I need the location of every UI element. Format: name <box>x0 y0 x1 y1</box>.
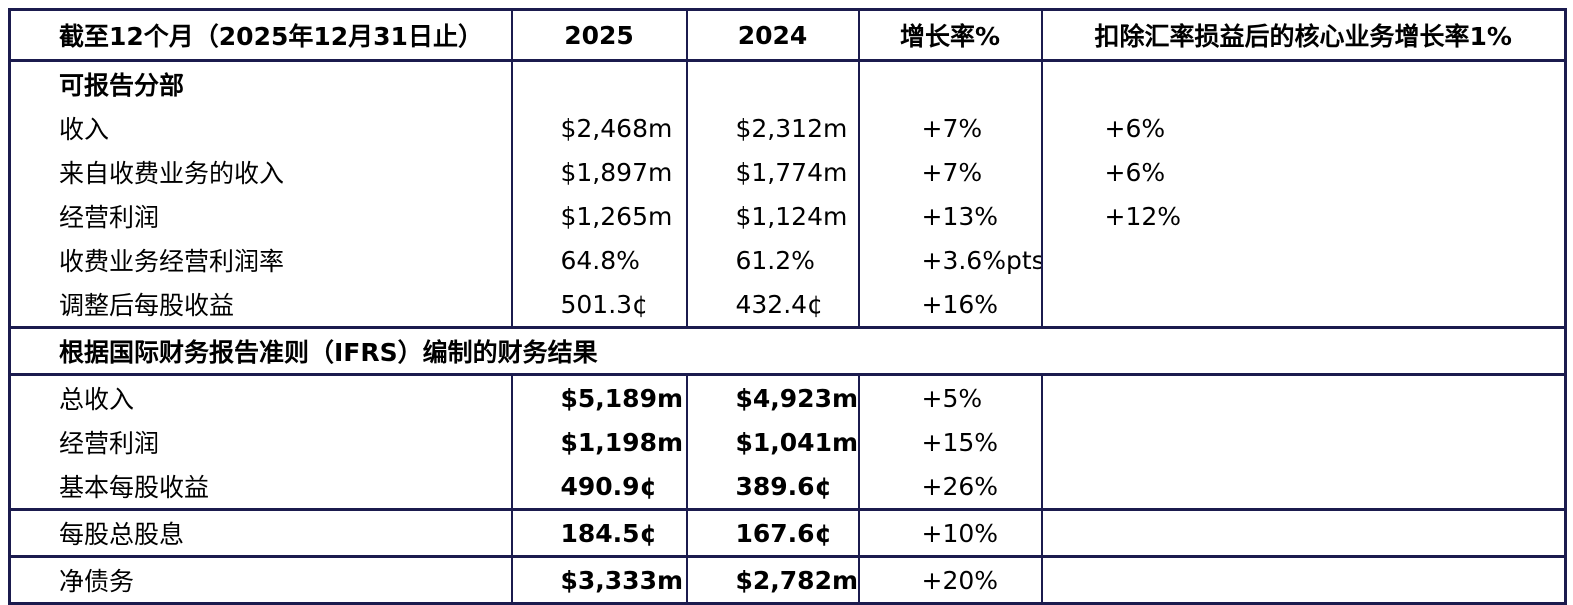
row-label: 经营利润 <box>59 203 160 232</box>
value-2025: $1,897m <box>510 150 687 194</box>
row-label: 总收入 <box>59 385 135 414</box>
growth-value: +3.6%pts <box>857 238 1042 282</box>
table-row-fee-revenue: 来自收费业务的收入 $1,897m $1,774m +7% +6% <box>10 150 1566 194</box>
core-growth-value <box>1040 374 1566 420</box>
value-2025: $1,198m <box>510 420 687 464</box>
section-title: 可报告分部 <box>59 71 185 100</box>
row-label: 调整后每股收益 <box>59 291 235 320</box>
table-row-operating-profit: 经营利润 $1,265m $1,124m +13% +12% <box>10 194 1566 238</box>
core-growth-value: +12% <box>1040 194 1566 238</box>
core-growth-header: 扣除汇率损益后的核心业务增长率1% <box>1040 9 1566 62</box>
row-label: 净债务 <box>9 555 512 604</box>
value-2024: $1,124m <box>685 194 859 238</box>
value-2025: $5,189m <box>510 374 687 420</box>
section-title-row-ifrs: 根据国际财务报告准则（IFRS）编制的财务结果 <box>9 326 1566 376</box>
header-row: 截至12个月（2025年12月31日止） 2025 2024 增长率% 扣除汇率… <box>9 9 1566 62</box>
value-2025: 501.3¢ <box>510 282 687 328</box>
table-row-total-revenue: 总收入 $5,189m $4,923m +5% <box>10 374 1566 420</box>
growth-value: +13% <box>857 194 1042 238</box>
value-2025: $2,468m <box>510 106 687 150</box>
value-2025: 184.5¢ <box>510 508 687 557</box>
value-2024: $4,923m <box>685 374 859 420</box>
table-row-net-debt: 净债务 $3,333m $2,782m +20% <box>9 555 1566 604</box>
value-2024: $2,782m <box>685 555 859 604</box>
growth-value: +16% <box>857 282 1042 328</box>
value-2024: $1,774m <box>685 150 859 194</box>
value-2025: $3,333m <box>510 555 687 604</box>
value-2024: 389.6¢ <box>685 464 859 510</box>
table-row-margin: 收费业务经营利润率 64.8% 61.2% +3.6%pts <box>10 238 1566 282</box>
row-label: 收入 <box>59 115 110 144</box>
value-2024: 167.6¢ <box>685 508 859 557</box>
empty-cell <box>510 60 687 106</box>
core-growth-value: +6% <box>1040 150 1566 194</box>
growth-value: +7% <box>857 150 1042 194</box>
growth-header: 增长率% <box>857 9 1042 62</box>
table-row-ifrs-operating-profit: 经营利润 $1,198m $1,041m +15% <box>10 420 1566 464</box>
empty-cell <box>1040 60 1566 106</box>
table-row-basic-eps: 基本每股收益 490.9¢ 389.6¢ +26% <box>10 464 1566 510</box>
growth-value: +26% <box>857 464 1042 510</box>
core-growth-value <box>1040 464 1566 510</box>
value-2024: $1,041m <box>685 420 859 464</box>
row-label: 经营利润 <box>59 429 160 458</box>
value-2025: 490.9¢ <box>510 464 687 510</box>
core-growth-value <box>1040 508 1566 557</box>
table-row-adjusted-eps: 调整后每股收益 501.3¢ 432.4¢ +16% <box>10 282 1566 328</box>
year-2024-header: 2024 <box>685 9 859 62</box>
table-row-revenue: 收入 $2,468m $2,312m +7% +6% <box>10 106 1566 150</box>
value-2024: 432.4¢ <box>685 282 859 328</box>
growth-value: +10% <box>857 508 1042 557</box>
value-2024: 61.2% <box>685 238 859 282</box>
growth-value: +7% <box>857 106 1042 150</box>
empty-cell <box>857 60 1042 106</box>
core-growth-value <box>1040 282 1566 328</box>
period-header: 截至12个月（2025年12月31日止） <box>9 9 512 62</box>
core-growth-value: +6% <box>1040 106 1566 150</box>
section-title: 根据国际财务报告准则（IFRS）编制的财务结果 <box>9 326 1566 376</box>
core-growth-value <box>1040 555 1566 604</box>
value-2025: 64.8% <box>510 238 687 282</box>
row-label: 收费业务经营利润率 <box>59 247 285 276</box>
financial-results-table: 截至12个月（2025年12月31日止） 2025 2024 增长率% 扣除汇率… <box>8 8 1567 605</box>
value-2024: $2,312m <box>685 106 859 150</box>
row-label: 来自收费业务的收入 <box>59 159 285 188</box>
empty-cell <box>685 60 859 106</box>
row-label: 基本每股收益 <box>59 473 210 502</box>
row-label: 每股总股息 <box>9 508 512 557</box>
growth-value: +20% <box>857 555 1042 604</box>
growth-value: +15% <box>857 420 1042 464</box>
growth-value: +5% <box>857 374 1042 420</box>
core-growth-value <box>1040 420 1566 464</box>
value-2025: $1,265m <box>510 194 687 238</box>
table-row-dividend: 每股总股息 184.5¢ 167.6¢ +10% <box>9 508 1566 557</box>
year-2025-header: 2025 <box>510 9 687 62</box>
section-title-row-reportable-segment: 可报告分部 <box>10 60 1566 106</box>
core-growth-value <box>1040 238 1566 282</box>
